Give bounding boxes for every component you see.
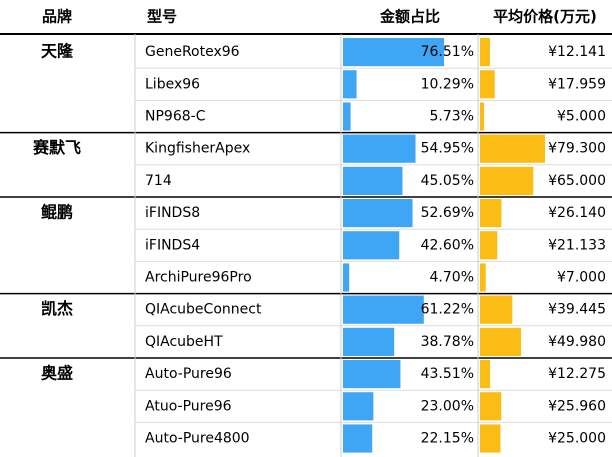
share-bar (343, 263, 350, 292)
share-bar (343, 38, 444, 67)
price-label: ¥26.140 (548, 205, 606, 221)
price-bar (480, 199, 502, 228)
share-label: 22.15% (421, 431, 474, 447)
header-price: 平均价格(万元) (493, 8, 597, 26)
price-label: ¥7.000 (557, 270, 606, 286)
price-bar (480, 166, 534, 195)
model: iFINDS8 (145, 205, 200, 221)
share-bar (343, 424, 373, 453)
price-label: ¥65.000 (548, 173, 606, 189)
share-label: 4.70% (430, 270, 474, 286)
price-bar (480, 231, 498, 260)
share-bar (343, 134, 416, 163)
model: KingfisherApex (145, 141, 250, 157)
price-label: ¥21.133 (548, 237, 606, 253)
price-label: ¥12.275 (548, 366, 606, 382)
model: QIAcubeHT (145, 334, 223, 350)
model: iFINDS4 (145, 237, 200, 253)
share-bar (343, 295, 424, 324)
brand: 鲲鹏 (41, 203, 73, 222)
model: ArchiPure96Pro (145, 270, 252, 286)
share-bar (343, 166, 403, 195)
share-label: 45.05% (421, 173, 474, 189)
model: QIAcubeConnect (145, 302, 262, 318)
price-bar (480, 424, 501, 453)
price-bar (480, 263, 486, 292)
price-bar (480, 38, 490, 67)
price-label: ¥25.000 (548, 431, 606, 447)
price-bar (480, 392, 502, 421)
share-label: 23.00% (421, 398, 474, 414)
share-label: 5.73% (430, 109, 474, 125)
share-bar (343, 360, 401, 389)
header-brand: 品牌 (42, 8, 72, 26)
model: Atuo-Pure96 (145, 398, 232, 414)
price-bar (480, 70, 495, 99)
header-share: 金额占比 (379, 8, 440, 26)
price-bar (480, 327, 521, 356)
brand: 赛默飞 (32, 138, 81, 157)
price-label: ¥12.141 (548, 44, 606, 60)
share-label: 10.29% (421, 76, 474, 92)
brand: 凯杰 (41, 299, 73, 318)
brand: 天隆 (41, 42, 74, 61)
model: Auto-Pure96 (145, 366, 232, 382)
share-label: 42.60% (421, 237, 474, 253)
price-bar (480, 295, 513, 324)
share-label: 52.69% (421, 205, 474, 221)
share-bar (343, 102, 351, 131)
price-label: ¥17.959 (548, 76, 606, 92)
share-label: 54.95% (421, 141, 474, 157)
share-bar (343, 392, 374, 421)
model: Libex96 (145, 76, 200, 92)
model: 714 (145, 173, 172, 189)
brand: 奥盛 (41, 364, 73, 383)
header-model: 型号 (147, 8, 177, 26)
price-label: ¥49.980 (548, 334, 606, 350)
share-label: 43.51% (421, 366, 474, 382)
share-label: 76.51% (421, 44, 474, 60)
share-bar (343, 327, 395, 356)
share-bar (343, 199, 413, 228)
price-bar (480, 102, 485, 131)
share-label: 61.22% (421, 302, 474, 318)
share-bar (343, 70, 357, 99)
price-label: ¥39.445 (548, 302, 606, 318)
model: GeneRotex96 (145, 44, 240, 60)
model: NP968-C (145, 109, 206, 125)
model: Auto-Pure4800 (145, 431, 250, 447)
price-bar (480, 134, 546, 163)
price-label: ¥5.000 (557, 109, 606, 125)
price-label: ¥79.300 (548, 141, 606, 157)
price-label: ¥25.960 (548, 398, 606, 414)
price-bar (480, 360, 491, 389)
share-label: 38.78% (421, 334, 474, 350)
share-bar (343, 231, 400, 260)
